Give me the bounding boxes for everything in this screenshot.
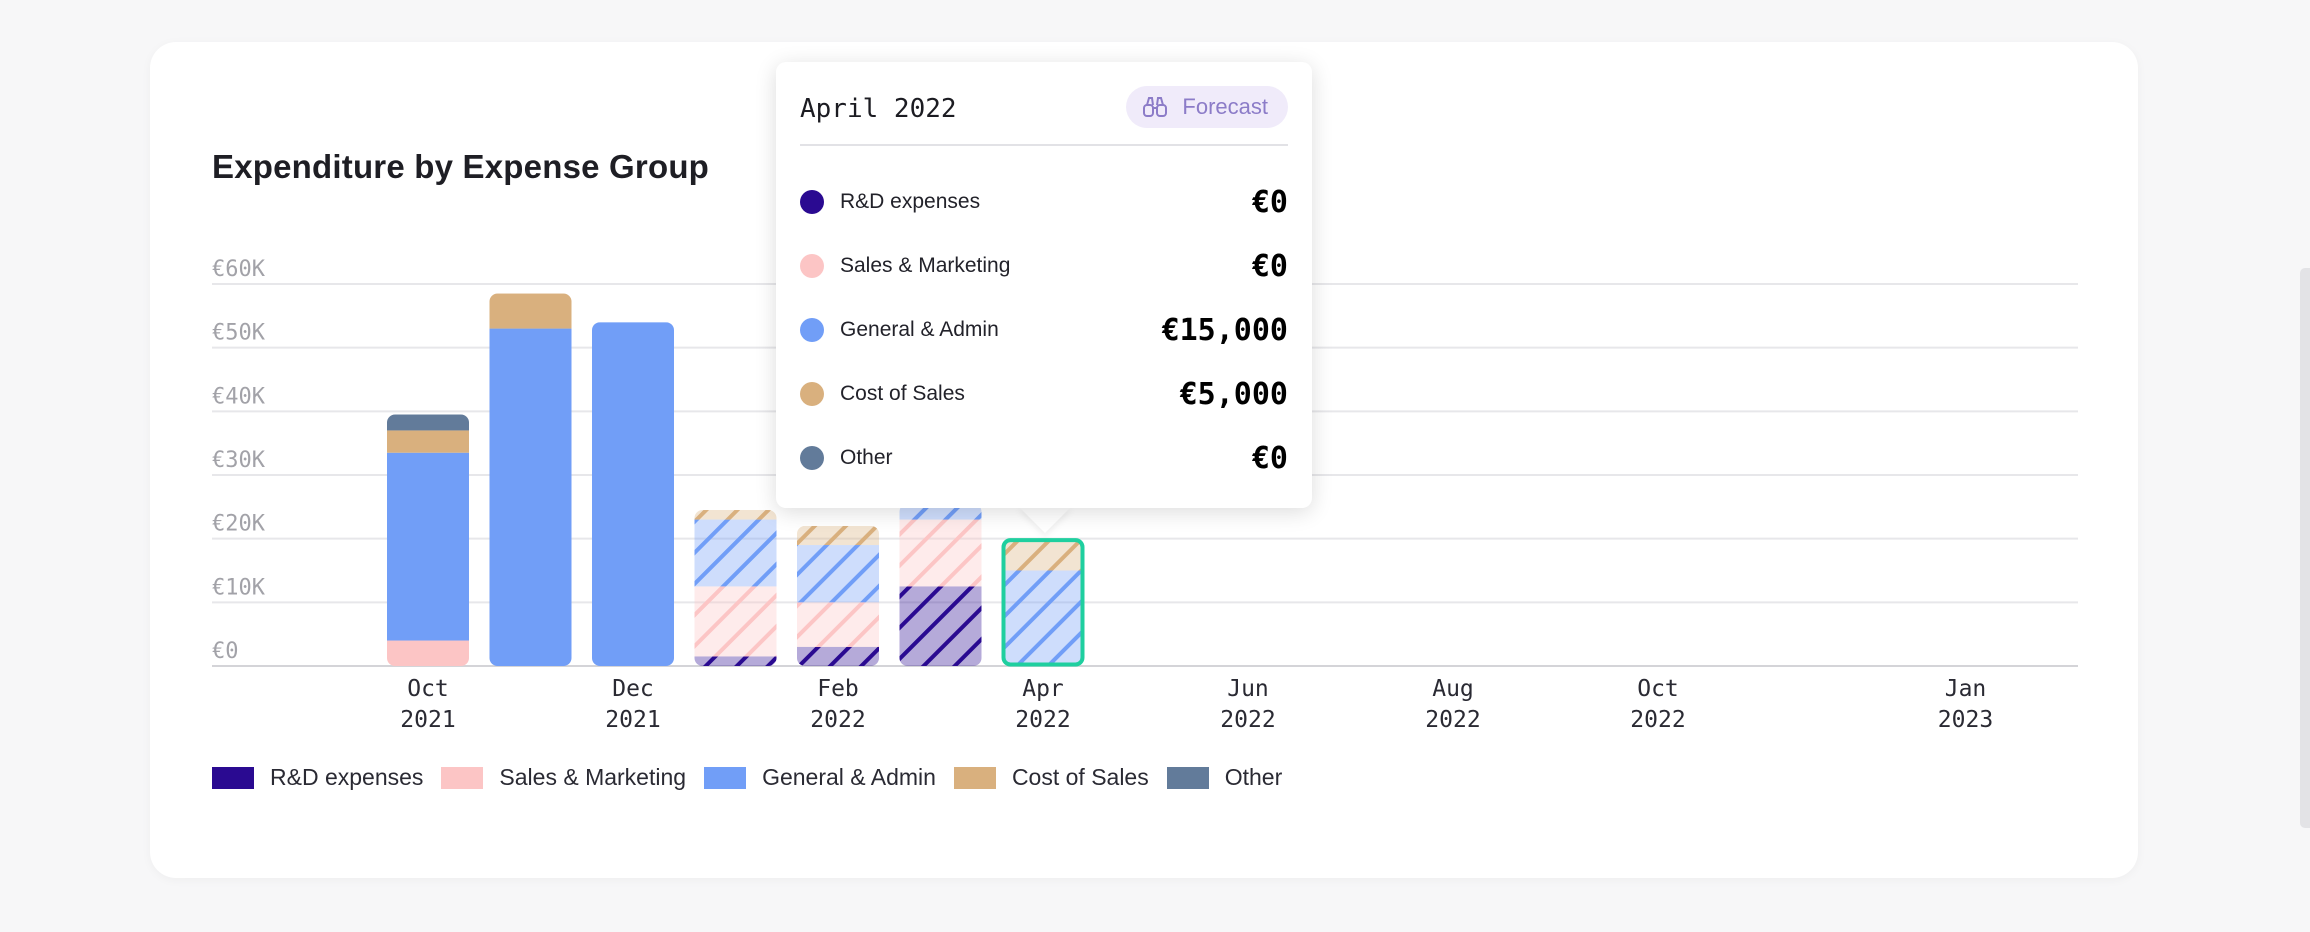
forecast-badge-label: Forecast (1182, 94, 1268, 119)
bar-segment-cos[interactable] (1002, 538, 1084, 571)
x-tick-label: Aug (1432, 676, 1474, 702)
legend-label: Sales & Marketing (499, 764, 687, 790)
tooltip-row-value: €0 (1251, 184, 1288, 220)
y-tick-label: €40K (212, 384, 266, 409)
x-tick-label: Jun (1227, 676, 1269, 702)
x-tick-label: 2023 (1938, 707, 1993, 733)
x-tick-label: 2022 (1630, 707, 1685, 733)
x-tick-label: Jan (1945, 676, 1987, 702)
legend-label: R&D expenses (270, 764, 424, 790)
x-tick-label: Oct (407, 676, 449, 702)
legend-swatch (704, 766, 747, 789)
tooltip-row-other: Other €0 (800, 438, 1288, 478)
bar-group[interactable] (1001, 538, 1085, 667)
bar-segment-cos[interactable] (489, 293, 572, 329)
legend-label: Other (1224, 764, 1283, 790)
legend-item-cos[interactable]: Cost of Sales (953, 764, 1149, 791)
bar-segment-sales[interactable] (899, 519, 982, 587)
selected-bar-outline (1001, 538, 1085, 667)
tooltip-row-rd: R&D expenses €0 (800, 182, 1288, 222)
bar-segment-sales[interactable] (694, 586, 777, 657)
bar-group[interactable] (387, 414, 469, 666)
tooltip-row-sales: Sales & Marketing €0 (800, 246, 1288, 286)
y-tick-label: €0 (212, 639, 239, 664)
bar-segment-sales[interactable] (797, 602, 879, 647)
x-tick-label: Oct (1637, 676, 1679, 702)
y-tick-label: €30K (212, 448, 266, 473)
bar-group[interactable] (592, 322, 674, 666)
tooltip-arrow (1018, 506, 1072, 533)
bar-segment-cos[interactable] (797, 525, 879, 546)
legend-label: General & Admin (762, 764, 936, 790)
tooltip-dot (800, 382, 824, 406)
bar-segment-other[interactable] (387, 414, 469, 431)
y-tick-label: €20K (212, 512, 266, 537)
bar-segment-rd[interactable] (694, 656, 777, 666)
x-axis-ticks: Oct 2021 Dec 2021 Feb 2022 Apr 2022 Jun 2022 Aug 20… (400, 676, 1993, 733)
bar-segment-ga[interactable] (797, 545, 879, 603)
legend-label: Cost of Sales (1011, 764, 1149, 790)
tooltip-row-value: €0 (1251, 440, 1288, 476)
binoculars-icon (1143, 97, 1168, 117)
bar-segment-ga[interactable] (694, 519, 777, 587)
x-tick-label: 2022 (1220, 707, 1275, 733)
bar-group[interactable] (797, 525, 879, 666)
legend-swatch (953, 766, 996, 789)
tooltip-row-label: R&D expenses (840, 190, 981, 213)
legend-item-rd[interactable]: R&D expenses (212, 764, 423, 791)
page-scrollbar[interactable] (2300, 268, 2310, 828)
legend-item-sales[interactable]: Sales & Marketing (441, 764, 686, 791)
x-tick-label: 2021 (400, 707, 455, 733)
tooltip-row-ga: General & Admin €15,000 (800, 310, 1288, 350)
bar-segment-ga[interactable] (1002, 570, 1084, 667)
tooltip-dot (800, 318, 824, 342)
tooltip-row-cos: Cost of Sales €5,000 (800, 374, 1288, 414)
x-tick-label: 2021 (605, 707, 660, 733)
forecast-badge: Forecast (1126, 86, 1288, 128)
tooltip-row-label: Other (840, 446, 893, 469)
tooltip-row-value: €5,000 (1179, 376, 1288, 412)
legend-swatch (441, 766, 484, 789)
bar-segment-sales[interactable] (387, 640, 469, 666)
bar-segment-cos[interactable] (387, 430, 469, 453)
bar-segment-rd[interactable] (899, 586, 982, 666)
y-tick-label: €50K (212, 321, 266, 346)
bars[interactable] (387, 293, 1085, 667)
tooltip-row-label: Sales & Marketing (840, 254, 1011, 277)
y-tick-label: €60K (212, 257, 266, 282)
bar-group[interactable] (694, 510, 777, 666)
tooltip-row-label: Cost of Sales (840, 382, 965, 405)
bar-group[interactable] (489, 293, 572, 666)
y-tick-label: €10K (212, 575, 266, 600)
tooltip: April 2022 Forecast R&D expenses €0 Sale… (776, 62, 1312, 508)
x-tick-label: Dec (612, 676, 654, 702)
legend-swatch (1166, 766, 1209, 789)
tooltip-dot (800, 446, 824, 470)
tooltip-dot (800, 190, 824, 214)
x-tick-label: 2022 (1015, 707, 1070, 733)
bar-group[interactable] (899, 503, 982, 666)
legend-swatch (212, 766, 254, 789)
x-tick-label: Feb (817, 676, 859, 702)
tooltip-dot (800, 254, 824, 278)
tooltip-row-label: General & Admin (840, 318, 999, 341)
legend-item-other[interactable]: Other (1166, 764, 1283, 791)
bar-segment-ga[interactable] (489, 328, 572, 666)
tooltip-row-value: €0 (1251, 248, 1288, 284)
chart-title: Expenditure by Expense Group (212, 148, 710, 185)
x-tick-label: 2022 (1425, 707, 1480, 733)
x-tick-label: Apr (1022, 676, 1064, 702)
chart-legend: R&D expenses Sales & Marketing General &… (212, 764, 1300, 791)
bar-segment-cos[interactable] (694, 510, 777, 520)
bar-segment-rd[interactable] (797, 646, 879, 666)
bar-segment-ga[interactable] (592, 322, 674, 666)
x-tick-label: 2022 (810, 707, 865, 733)
tooltip-title: April 2022 (800, 94, 957, 124)
tooltip-row-value: €15,000 (1161, 312, 1288, 348)
tooltip-header: April 2022 Forecast (800, 84, 1288, 146)
bar-segment-ga[interactable] (387, 452, 469, 641)
legend-item-ga[interactable]: General & Admin (704, 764, 936, 791)
y-axis-ticks: €0 €10K €20K €30K €40K €50K €60K (212, 257, 266, 664)
